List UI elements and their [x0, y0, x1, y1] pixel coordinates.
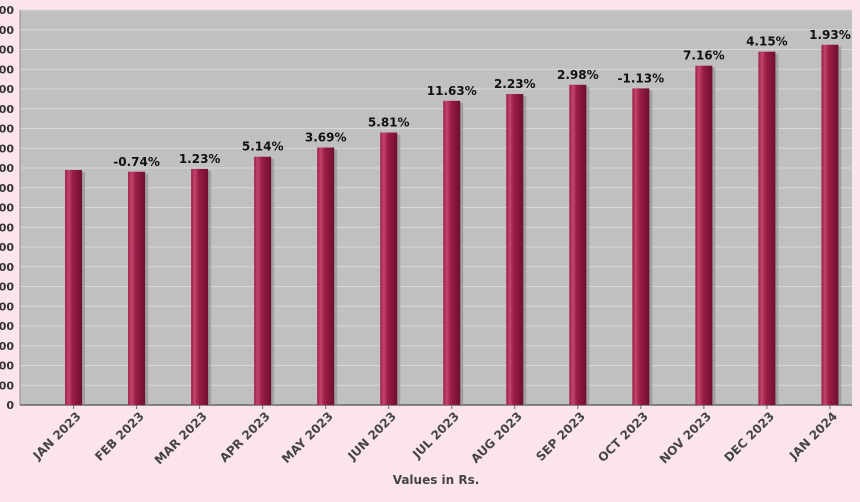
y-tick-label: 00	[0, 24, 14, 37]
bar	[506, 94, 524, 405]
bar-data-label: 2.98%	[557, 68, 599, 82]
bar-data-label: 7.16%	[683, 49, 725, 63]
bar	[128, 171, 146, 405]
bar-data-label: 11.63%	[427, 84, 477, 98]
y-tick-label: 00	[0, 379, 14, 392]
y-tick-label: 00	[0, 360, 14, 373]
x-tick-label: JAN 2024	[786, 409, 840, 463]
bar-data-label: 1.23%	[179, 152, 221, 166]
bar-group	[65, 169, 86, 405]
bar-group	[632, 88, 653, 405]
bar-group	[758, 51, 779, 406]
bar-group	[317, 147, 338, 405]
y-tick-label: 00	[0, 340, 14, 353]
bar	[695, 65, 713, 405]
y-tick-label: 00	[0, 261, 14, 274]
y-tick-label: 00	[0, 281, 14, 294]
y-tick-label: 00	[0, 63, 14, 76]
bar-data-label: 5.14%	[242, 140, 284, 154]
bar-data-label: 4.15%	[746, 35, 788, 49]
bar	[569, 84, 587, 405]
bar-data-label: 3.69%	[305, 131, 347, 145]
bar	[758, 51, 776, 406]
bar-data-label: -1.13%	[618, 71, 665, 85]
x-tick-label: FEB 2023	[92, 409, 147, 464]
y-tick-label: 00	[0, 44, 14, 57]
bar-data-label: 1.93%	[809, 28, 851, 42]
bar-group	[506, 94, 527, 405]
y-tick-label: 00	[0, 202, 14, 215]
x-tick-label: OCT 2023	[595, 409, 651, 465]
bar-data-label: 2.23%	[494, 77, 536, 91]
bar	[317, 147, 335, 405]
x-tick-label: AUG 2023	[468, 409, 525, 466]
bar-data-label: -0.74%	[113, 155, 160, 169]
x-axis-title: Values in Rs.	[393, 473, 480, 487]
bar-group	[443, 100, 464, 405]
bar	[821, 44, 839, 405]
y-tick-label: 00	[0, 221, 14, 234]
y-tick-label: 00	[0, 103, 14, 116]
bar	[191, 168, 209, 405]
x-tick-label: JAN 2023	[30, 409, 84, 463]
bar-data-label: 5.81%	[368, 116, 410, 130]
y-tick-label: 0	[6, 399, 14, 412]
bar	[65, 169, 83, 405]
bar-group	[128, 171, 149, 405]
y-tick-label: 00	[0, 142, 14, 155]
y-tick-label: 00	[0, 162, 14, 175]
bar-group	[569, 84, 590, 405]
bar	[443, 100, 461, 405]
x-tick-label: NOV 2023	[657, 409, 714, 466]
x-tick-label: JUN 2023	[345, 409, 399, 463]
bar	[380, 132, 398, 405]
x-tick-label: MAY 2023	[279, 409, 336, 466]
y-tick-label: 00	[0, 320, 14, 333]
y-tick-label: 00	[0, 4, 14, 17]
y-tick-label: 00	[0, 83, 14, 96]
y-tick-label: 00	[0, 300, 14, 313]
bar-group	[380, 132, 401, 405]
y-tick-label: 00	[0, 123, 14, 136]
x-tick-label: APR 2023	[217, 409, 273, 465]
x-tick-label: JUL 2023	[409, 409, 462, 462]
bar	[254, 156, 272, 405]
y-tick-label: 00	[0, 182, 14, 195]
y-tick-label: 00	[0, 241, 14, 254]
bar-group	[191, 168, 212, 405]
bar-group	[254, 156, 275, 405]
x-tick-label: MAR 2023	[152, 409, 210, 467]
x-tick-label: DEC 2023	[721, 409, 777, 465]
bar	[632, 88, 650, 405]
bar-group	[695, 65, 716, 405]
x-tick-label: SEP 2023	[533, 409, 588, 464]
bar-group	[821, 44, 842, 405]
